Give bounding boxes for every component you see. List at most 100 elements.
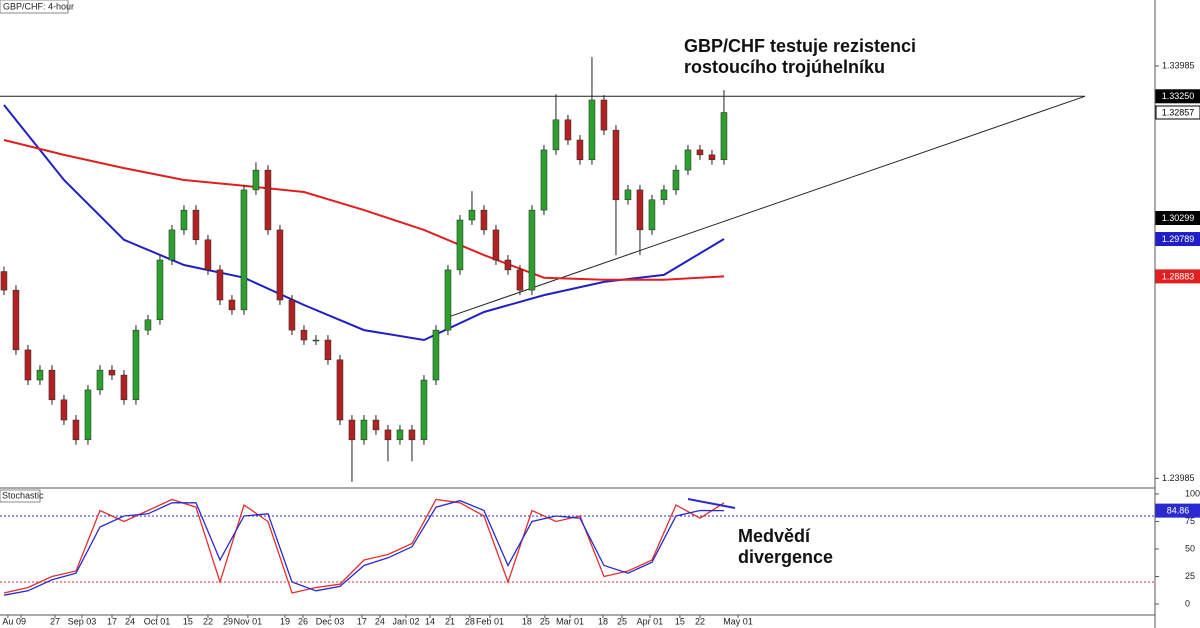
candle-body bbox=[360, 419, 368, 441]
candle-body bbox=[408, 429, 416, 441]
x-tick-label: Oct 01 bbox=[144, 616, 171, 626]
y-tick-label: 1.33985 bbox=[1162, 60, 1195, 70]
price-tag bbox=[1155, 89, 1200, 104]
y-tick-label: 1.23985 bbox=[1162, 473, 1195, 483]
annotation: GBP/CHF testuje rezistenci bbox=[684, 36, 916, 56]
title-box bbox=[0, 0, 69, 14]
x-tick-label: Mar 01 bbox=[556, 616, 584, 626]
candle-body bbox=[288, 299, 296, 331]
price-tag-label: 1.33250 bbox=[1162, 91, 1195, 101]
x-tick-label: 18 bbox=[598, 616, 608, 626]
price-panel: 1.33985 1.23985 1.33250 1.32857 1.30299 1.297… bbox=[0, 57, 1200, 483]
x-tick-label: Sep 03 bbox=[68, 616, 97, 626]
annotation: Medvědí bbox=[738, 526, 811, 546]
candle-body bbox=[264, 169, 272, 231]
candle-body bbox=[612, 129, 620, 201]
y-tick-label: 0 bbox=[1185, 598, 1190, 608]
candle-body bbox=[168, 229, 176, 261]
candle-body bbox=[720, 112, 728, 161]
x-tick-label: 09 bbox=[16, 616, 26, 626]
candle-body bbox=[204, 239, 212, 271]
x-tick-label: 27 bbox=[50, 616, 60, 626]
candle-body bbox=[228, 299, 236, 311]
trend-line bbox=[444, 95, 1086, 319]
indicator-title: Stochastic bbox=[2, 490, 44, 500]
x-tick-label: 14 bbox=[425, 616, 435, 626]
x-tick-label: 25 bbox=[540, 616, 550, 626]
candle-body bbox=[192, 209, 200, 241]
x-tick-label: 24 bbox=[125, 616, 135, 626]
candle-body bbox=[684, 149, 692, 171]
annotation: rostoucího trojúhelníku bbox=[684, 57, 885, 77]
x-tick-label: 17 bbox=[357, 616, 367, 626]
x-tick-label: 21 bbox=[445, 616, 455, 626]
x-tick-label: 24 bbox=[375, 616, 385, 626]
candle-body bbox=[504, 259, 512, 271]
candle-body bbox=[696, 149, 704, 156]
candle-body bbox=[468, 209, 476, 221]
y-tick-label: 50 bbox=[1185, 543, 1195, 553]
candle-body bbox=[240, 189, 248, 311]
candle-body bbox=[432, 329, 440, 381]
candle-body bbox=[108, 369, 116, 376]
candle-body bbox=[456, 219, 464, 271]
x-tick-label: Nov 01 bbox=[234, 616, 263, 626]
x-tick-label: 15 bbox=[183, 616, 193, 626]
moving-average bbox=[3, 104, 725, 342]
candle-body bbox=[60, 399, 68, 421]
stochastic-line bbox=[3, 498, 725, 594]
price-tag bbox=[1155, 105, 1200, 120]
x-tick-label: May 01 bbox=[723, 616, 753, 626]
candle-body bbox=[660, 189, 668, 201]
candle-body bbox=[324, 339, 332, 361]
candle-body bbox=[12, 289, 20, 351]
candle-body bbox=[312, 339, 320, 342]
candle-body bbox=[348, 419, 356, 441]
candle-body bbox=[564, 119, 572, 141]
candle-body bbox=[444, 269, 452, 331]
price-tag bbox=[1155, 503, 1200, 518]
candle-body bbox=[648, 199, 656, 231]
candle-body bbox=[384, 429, 392, 441]
candle-body bbox=[96, 369, 104, 391]
candle-body bbox=[216, 269, 224, 301]
price-tag-label: 1.30299 bbox=[1162, 213, 1195, 223]
y-tick-label: 100 bbox=[1185, 488, 1200, 498]
x-tick-label: Au bbox=[2, 616, 13, 626]
candle-body bbox=[672, 169, 680, 191]
candle-body bbox=[132, 329, 140, 401]
candle-body bbox=[396, 429, 404, 441]
candle-body bbox=[252, 169, 260, 191]
candle-body bbox=[624, 189, 632, 201]
annotation: divergence bbox=[738, 547, 833, 567]
candle-body bbox=[636, 189, 644, 231]
price-tag bbox=[1155, 232, 1200, 247]
chart-title: GBP/CHF: 4-hour bbox=[3, 1, 74, 11]
stochastic-line bbox=[3, 499, 725, 596]
candle-body bbox=[180, 209, 188, 231]
price-tag-label: 1.29789 bbox=[1162, 234, 1195, 244]
candle-body bbox=[528, 209, 536, 291]
x-tick-label: 15 bbox=[675, 616, 685, 626]
x-tick-label: 22 bbox=[695, 616, 705, 626]
x-tick-label: 26 bbox=[298, 616, 308, 626]
candle-body bbox=[48, 369, 56, 401]
x-tick-label: Feb 01 bbox=[476, 616, 504, 626]
candle-body bbox=[0, 271, 8, 291]
candle-body bbox=[552, 119, 560, 151]
candle-body bbox=[588, 99, 596, 161]
x-tick-label: 19 bbox=[280, 616, 290, 626]
candle-body bbox=[372, 419, 380, 431]
price-tag bbox=[1155, 210, 1200, 225]
x-tick-label: Jan 02 bbox=[392, 616, 419, 626]
candle-body bbox=[276, 229, 284, 301]
price-tag bbox=[1155, 269, 1200, 284]
indicator-title-box bbox=[0, 489, 41, 503]
candle-body bbox=[480, 209, 488, 231]
x-tick-label: 22 bbox=[203, 616, 213, 626]
price-tag-label: 1.28883 bbox=[1162, 271, 1195, 281]
candle-body bbox=[492, 229, 500, 261]
